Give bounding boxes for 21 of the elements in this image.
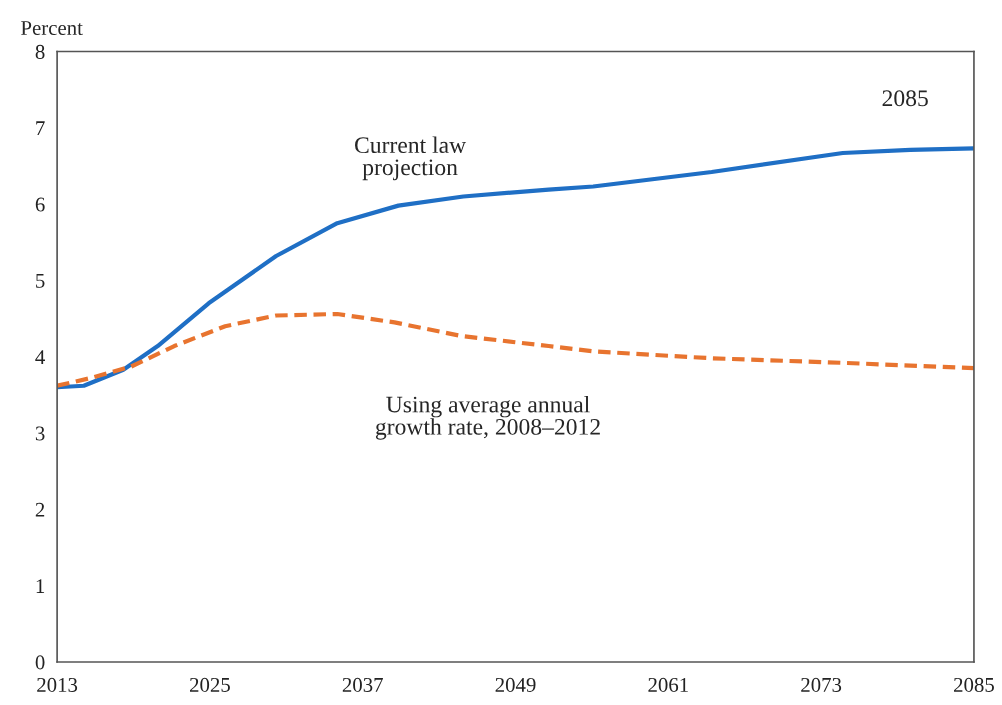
y-tick-label: 3 [35, 426, 45, 441]
x-tick-label: 2013 [37, 677, 78, 692]
x-tick-label: 2061 [648, 677, 688, 692]
x-tick-label: 2025 [190, 677, 230, 692]
y-axis-title: Percent [21, 21, 83, 36]
line-series [57, 311, 974, 388]
x-tick-label: 2037 [342, 677, 383, 692]
annotation: Current law projection [355, 136, 467, 181]
y-tick-label: 6 [35, 197, 45, 212]
y-tick-label: 8 [35, 44, 45, 59]
x-tick-label: 2073 [801, 677, 842, 692]
x-tick-label: 2085 [954, 677, 994, 692]
annotation: 2085 [882, 90, 928, 107]
y-tick-label: 4 [35, 350, 45, 364]
annotation: Using average annual growth rate, 2008–2012 [375, 395, 600, 440]
y-tick-label: 0 [35, 655, 45, 670]
y-tick-label: 7 [36, 121, 45, 136]
y-tick-label: 5 [36, 274, 45, 288]
x-tick-label: 2049 [495, 677, 536, 692]
y-tick-label: 1 [36, 579, 45, 593]
y-tick-label: 2 [35, 502, 45, 517]
